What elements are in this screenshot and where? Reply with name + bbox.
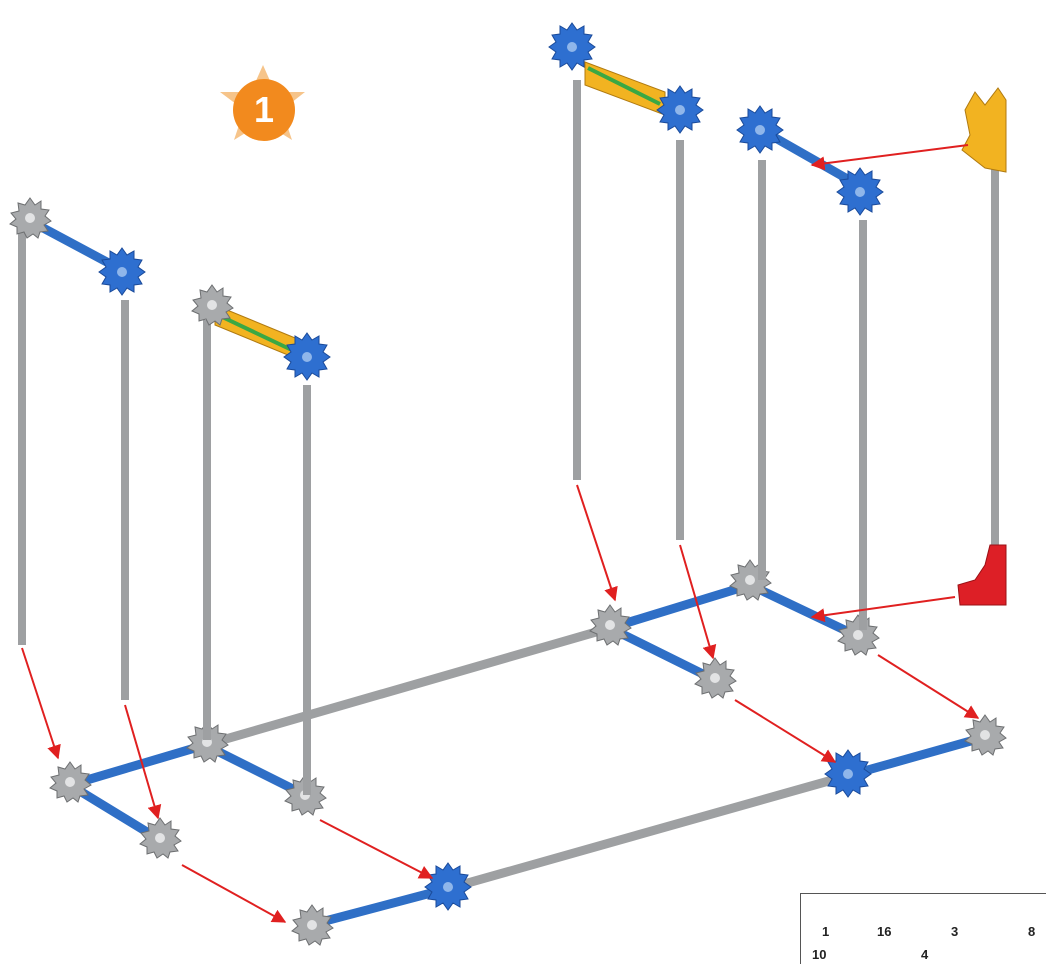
arrow bbox=[810, 144, 969, 171]
blue-rod bbox=[605, 580, 755, 633]
gray-connector bbox=[964, 714, 1007, 756]
step-badge bbox=[220, 65, 305, 141]
blue-rod bbox=[305, 883, 455, 930]
yellow-connector bbox=[961, 87, 1007, 173]
parts-legend: 1 16 3 8 10 4 bbox=[800, 893, 1046, 964]
gray-rod bbox=[200, 623, 615, 750]
blue-connector bbox=[98, 247, 146, 296]
top-assembly-5 bbox=[957, 87, 1007, 606]
legend-qty-gray-connector: 16 bbox=[877, 924, 892, 939]
legend-qty-red-corner: 1 bbox=[822, 924, 830, 939]
vertical-rods bbox=[18, 80, 999, 795]
arrow bbox=[21, 647, 61, 760]
gray-connector bbox=[139, 817, 182, 859]
top-assembly-3 bbox=[548, 22, 704, 134]
red-corner-connector bbox=[957, 544, 1007, 606]
gray-connector bbox=[837, 614, 880, 656]
green-rod bbox=[587, 66, 661, 106]
base-frame bbox=[65, 580, 990, 930]
legend-qty-yellow-connector: 3 bbox=[951, 924, 959, 939]
gray-rod bbox=[445, 770, 855, 893]
arrow bbox=[319, 819, 434, 879]
gray-connector bbox=[694, 657, 737, 699]
legend-qty-blue-connector: 8 bbox=[1028, 924, 1036, 939]
blue-connector bbox=[824, 749, 872, 798]
legend-qty-green-rod: 4 bbox=[921, 947, 929, 962]
arrow bbox=[679, 544, 717, 660]
arrow bbox=[181, 864, 287, 923]
gray-connector bbox=[291, 904, 334, 946]
arrow bbox=[877, 654, 980, 719]
step-number: 1 bbox=[253, 89, 275, 130]
top-assembly-2 bbox=[191, 284, 331, 381]
arrow bbox=[576, 484, 618, 602]
arrow bbox=[124, 704, 162, 820]
blue-connector bbox=[736, 105, 784, 154]
assembly-arrows bbox=[21, 144, 980, 923]
badge-circle bbox=[233, 79, 295, 141]
blue-connector bbox=[424, 862, 472, 911]
blue-rod bbox=[65, 740, 210, 790]
top-assembly-1 bbox=[9, 197, 146, 296]
blue-rod bbox=[845, 732, 990, 780]
arrow bbox=[810, 596, 956, 623]
green-rod bbox=[215, 312, 297, 354]
legend-qty-blue-rod: 10 bbox=[812, 947, 827, 962]
arrow bbox=[734, 699, 837, 763]
